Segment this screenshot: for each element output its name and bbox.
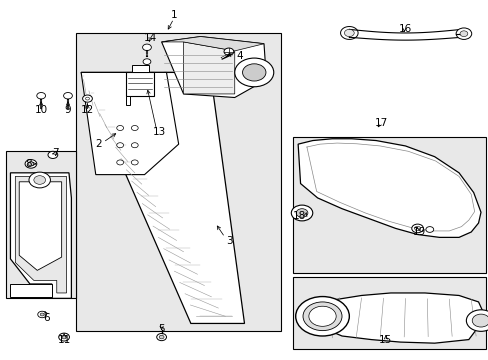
- Text: 17: 17: [374, 118, 387, 128]
- Polygon shape: [298, 139, 480, 237]
- Polygon shape: [81, 72, 178, 175]
- Circle shape: [466, 310, 488, 331]
- Text: 9: 9: [64, 105, 71, 115]
- Circle shape: [117, 126, 123, 131]
- Circle shape: [131, 126, 138, 131]
- Polygon shape: [132, 65, 149, 72]
- Text: 7: 7: [52, 148, 59, 158]
- Circle shape: [143, 59, 151, 64]
- Text: 2: 2: [95, 139, 102, 149]
- Circle shape: [234, 58, 273, 87]
- Circle shape: [59, 333, 69, 341]
- Bar: [76, 33, 281, 330]
- Polygon shape: [183, 42, 234, 94]
- Bar: [293, 137, 485, 273]
- Circle shape: [142, 44, 151, 50]
- Circle shape: [25, 159, 37, 168]
- Circle shape: [85, 97, 89, 100]
- Circle shape: [37, 93, 45, 99]
- Circle shape: [411, 224, 423, 233]
- Text: 12: 12: [81, 105, 94, 115]
- Text: 5: 5: [158, 324, 164, 334]
- Bar: [5, 151, 76, 298]
- Polygon shape: [126, 96, 130, 105]
- Circle shape: [414, 226, 420, 230]
- Polygon shape: [316, 293, 483, 343]
- Polygon shape: [19, 182, 61, 270]
- Polygon shape: [10, 173, 71, 298]
- Circle shape: [82, 95, 92, 102]
- Circle shape: [131, 143, 138, 148]
- Polygon shape: [10, 284, 52, 297]
- Circle shape: [471, 314, 488, 327]
- Circle shape: [459, 31, 467, 37]
- Polygon shape: [126, 72, 154, 96]
- Circle shape: [48, 151, 58, 158]
- Circle shape: [159, 335, 163, 339]
- Polygon shape: [81, 72, 244, 323]
- Circle shape: [40, 313, 44, 316]
- Circle shape: [303, 302, 341, 330]
- Text: 13: 13: [152, 127, 165, 136]
- Bar: [293, 277, 485, 348]
- Circle shape: [117, 143, 123, 148]
- Text: 11: 11: [58, 334, 71, 345]
- Text: 3: 3: [226, 236, 233, 246]
- Circle shape: [308, 306, 335, 326]
- Text: 14: 14: [143, 33, 157, 43]
- Circle shape: [295, 297, 348, 336]
- Circle shape: [296, 209, 307, 217]
- Circle shape: [131, 160, 138, 165]
- Text: 1: 1: [170, 10, 177, 20]
- Polygon shape: [15, 176, 66, 293]
- Circle shape: [455, 28, 471, 40]
- Text: 18: 18: [292, 211, 305, 221]
- Circle shape: [29, 172, 50, 188]
- Polygon shape: [340, 27, 357, 39]
- Text: 16: 16: [398, 24, 411, 35]
- Text: 8: 8: [25, 159, 32, 169]
- Text: 19: 19: [411, 227, 425, 237]
- Circle shape: [28, 162, 34, 166]
- Polygon shape: [161, 37, 264, 51]
- Circle shape: [34, 176, 45, 184]
- Text: 15: 15: [379, 334, 392, 345]
- Circle shape: [291, 205, 312, 221]
- Text: 4: 4: [236, 51, 243, 61]
- Circle shape: [63, 93, 72, 99]
- Circle shape: [61, 335, 66, 339]
- Polygon shape: [344, 30, 353, 37]
- Circle shape: [157, 333, 166, 341]
- Circle shape: [425, 226, 433, 232]
- Text: 10: 10: [35, 105, 48, 115]
- Circle shape: [38, 311, 46, 318]
- Circle shape: [242, 64, 265, 81]
- Circle shape: [117, 160, 123, 165]
- Text: 6: 6: [43, 313, 50, 323]
- Polygon shape: [161, 37, 266, 98]
- Circle shape: [224, 48, 233, 55]
